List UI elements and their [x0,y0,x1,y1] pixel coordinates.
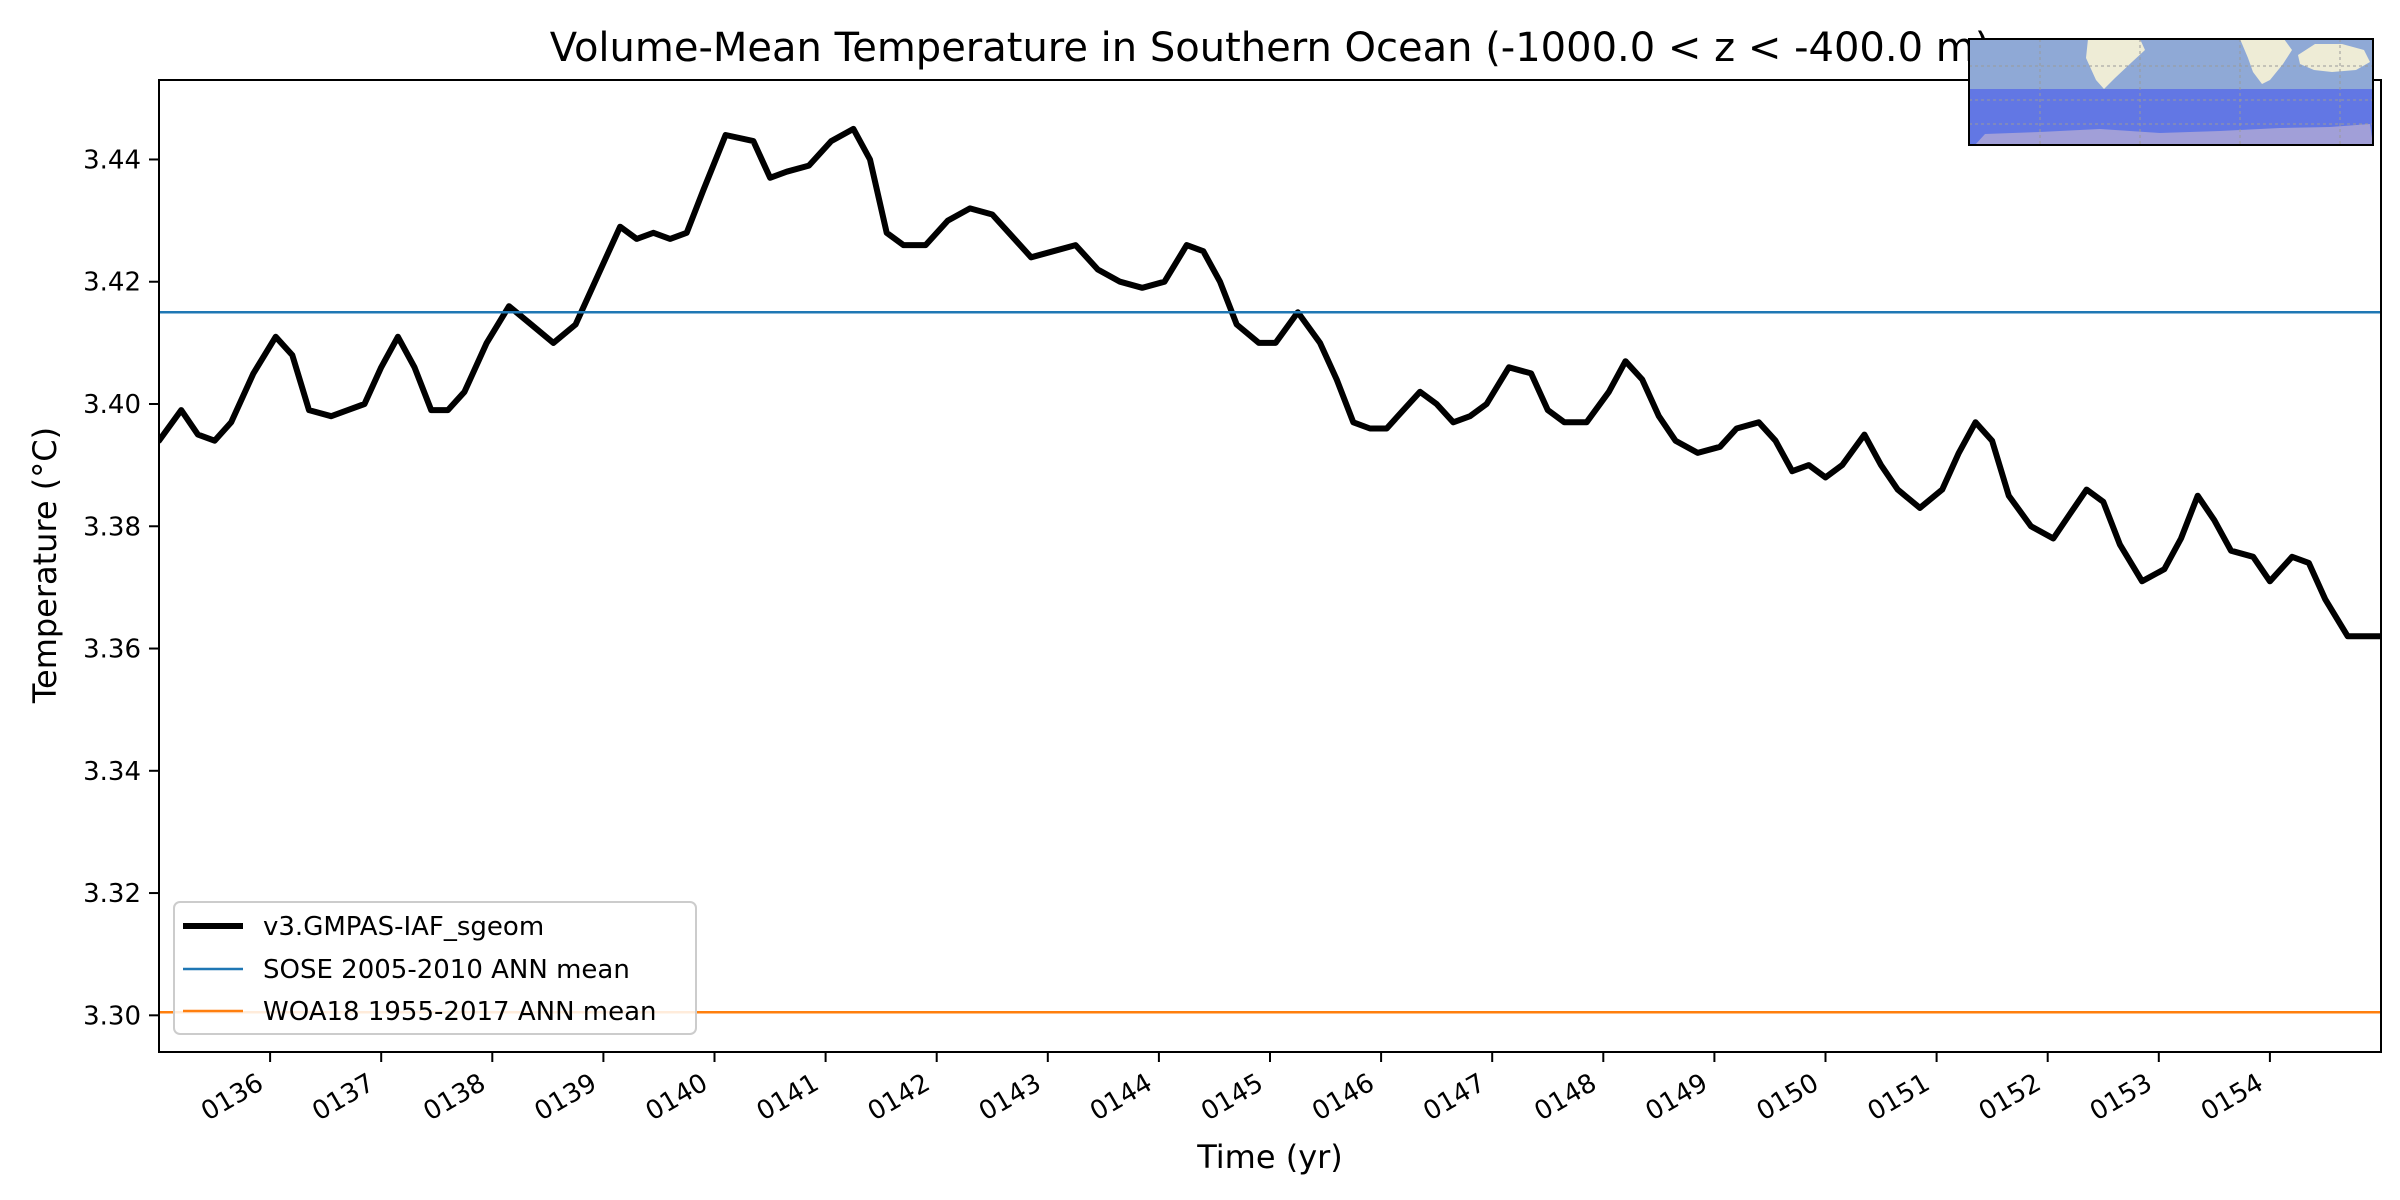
y-tick-label: 3.32 [83,879,141,909]
chart-title: Volume-Mean Temperature in Southern Ocea… [550,25,1991,71]
y-tick-label: 3.38 [83,512,141,542]
series-line-model [159,125,2381,640]
y-tick-label: 3.34 [83,757,141,787]
x-axis-label: Time (yr) [1196,1138,1343,1176]
inset-map-south-america [2086,39,2145,89]
legend-frame [173,901,697,1035]
inset-map-africa [2240,39,2292,84]
inset-map-island [2244,39,2260,46]
legend-label-model: v3.GMPAS-IAF_sgeom [263,912,544,942]
legend-label-sose: SOSE 2005-2010 ANN mean [263,955,630,985]
y-tick-label: 3.44 [83,145,141,175]
y-tick-label: 3.30 [83,1001,141,1031]
inset-map-australia [2298,44,2370,72]
inset-map-antarctica [1975,124,2373,145]
y-tick-label: 3.40 [83,390,141,420]
legend: v3.GMPAS-IAF_sgeom SOSE 2005-2010 ANN mea… [173,901,697,1035]
inset-map [1968,38,2374,146]
y-axis-label: Temperature (°C) [26,427,64,704]
legend-label-woa18: WOA18 1955-2017 ANN mean [263,997,657,1027]
y-tick-label: 3.36 [83,635,141,665]
inset-map-frame [1968,38,2374,146]
y-tick-label: 3.42 [83,268,141,298]
